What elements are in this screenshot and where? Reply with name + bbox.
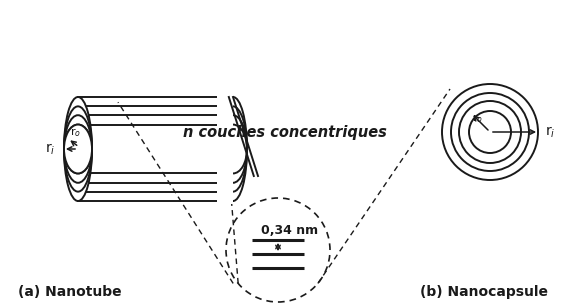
Text: r$_o$: r$_o$ — [473, 113, 484, 125]
Circle shape — [469, 111, 511, 153]
Text: 0,34 nm: 0,34 nm — [262, 223, 318, 236]
Circle shape — [451, 93, 529, 171]
Text: (b) Nanocapsule: (b) Nanocapsule — [420, 285, 548, 299]
Text: r$_i$: r$_i$ — [545, 124, 555, 140]
Ellipse shape — [219, 97, 247, 201]
Text: r$_o$: r$_o$ — [70, 126, 82, 139]
Ellipse shape — [64, 97, 92, 201]
Ellipse shape — [219, 115, 247, 183]
Ellipse shape — [219, 125, 247, 173]
Bar — [217, 94, 233, 204]
Text: (a) Nanotube: (a) Nanotube — [18, 285, 122, 299]
Ellipse shape — [219, 106, 247, 192]
Text: r$_i$: r$_i$ — [45, 141, 55, 157]
Text: n couches concentriques: n couches concentriques — [183, 125, 387, 139]
Ellipse shape — [64, 125, 92, 173]
Circle shape — [459, 101, 521, 163]
Circle shape — [442, 84, 538, 180]
